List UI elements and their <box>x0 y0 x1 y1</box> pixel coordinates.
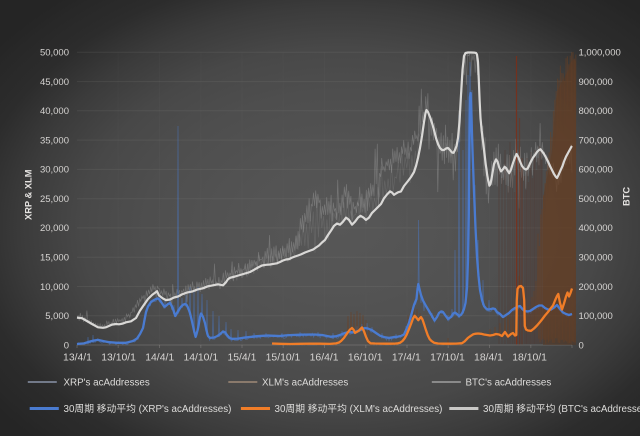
svg-text:14/4/1: 14/4/1 <box>145 353 174 364</box>
svg-text:30周期 移动平均 (BTC's acAddresses): 30周期 移动平均 (BTC's acAddresses) <box>483 402 640 415</box>
svg-text:13/4/1: 13/4/1 <box>63 353 92 364</box>
svg-text:0: 0 <box>64 340 69 351</box>
svg-text:16/10/1: 16/10/1 <box>348 353 383 364</box>
svg-text:XRP & XLM: XRP & XLM <box>24 169 34 220</box>
svg-text:30,000: 30,000 <box>40 165 69 176</box>
svg-text:30周期 移动平均 (XLM's acAddresses): 30周期 移动平均 (XLM's acAddresses) <box>275 402 443 415</box>
svg-text:45,000: 45,000 <box>40 77 69 88</box>
svg-text:200,000: 200,000 <box>579 282 613 293</box>
svg-text:XLM's acAddresses: XLM's acAddresses <box>262 378 348 389</box>
svg-text:17/10/1: 17/10/1 <box>430 353 465 364</box>
svg-text:13/10/1: 13/10/1 <box>101 353 136 364</box>
svg-text:600,000: 600,000 <box>579 165 613 176</box>
svg-text:1,000,000: 1,000,000 <box>579 48 621 59</box>
svg-text:500,000: 500,000 <box>579 194 613 205</box>
svg-text:300,000: 300,000 <box>579 253 613 264</box>
svg-text:400,000: 400,000 <box>579 223 613 234</box>
svg-text:50,000: 50,000 <box>40 48 69 59</box>
svg-text:14/10/1: 14/10/1 <box>183 353 218 364</box>
svg-text:35,000: 35,000 <box>40 135 69 146</box>
svg-text:BTC's acAddresses: BTC's acAddresses <box>466 378 552 389</box>
svg-text:18/10/1: 18/10/1 <box>512 353 547 364</box>
svg-text:15,000: 15,000 <box>40 253 69 264</box>
svg-text:15/4/1: 15/4/1 <box>227 353 256 364</box>
svg-text:0: 0 <box>579 340 584 351</box>
svg-text:XRP's acAddresses: XRP's acAddresses <box>64 378 150 389</box>
svg-text:15/10/1: 15/10/1 <box>266 353 301 364</box>
svg-text:700,000: 700,000 <box>579 135 613 146</box>
svg-text:40,000: 40,000 <box>40 106 69 117</box>
svg-text:BTC: BTC <box>622 187 632 206</box>
svg-text:100,000: 100,000 <box>579 311 613 322</box>
svg-text:16/4/1: 16/4/1 <box>310 353 339 364</box>
svg-text:30周期 移动平均 (XRP's acAddresses): 30周期 移动平均 (XRP's acAddresses) <box>64 402 232 415</box>
svg-text:800,000: 800,000 <box>579 106 613 117</box>
svg-text:10,000: 10,000 <box>40 282 69 293</box>
svg-text:25,000: 25,000 <box>40 194 69 205</box>
svg-text:900,000: 900,000 <box>579 77 613 88</box>
svg-text:5,000: 5,000 <box>45 311 69 322</box>
svg-text:17/4/1: 17/4/1 <box>392 353 421 364</box>
svg-text:20,000: 20,000 <box>40 223 69 234</box>
svg-text:18/4/1: 18/4/1 <box>474 353 503 364</box>
